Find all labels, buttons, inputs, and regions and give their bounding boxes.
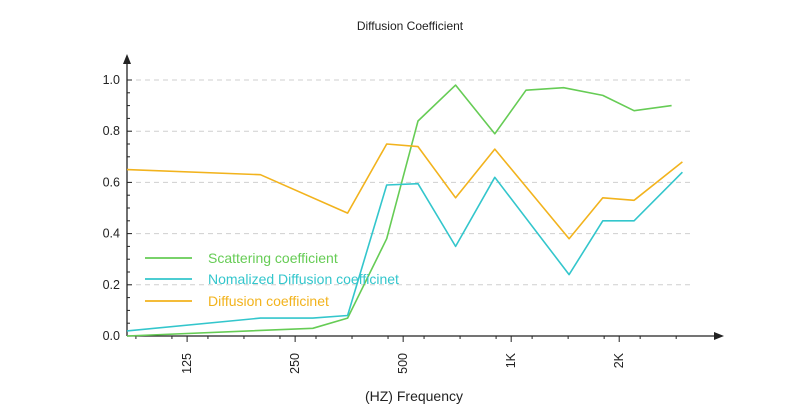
series-line-1 xyxy=(126,171,683,332)
x-tick-label: 500 xyxy=(396,353,410,374)
y-tick-label: 0.4 xyxy=(103,227,120,241)
y-tick-label: 0.6 xyxy=(103,175,120,189)
x-axis-label: (HZ) Frequency xyxy=(365,388,463,404)
y-ticks: 0.0 0.2 0.4 0.6 0.8 1.0 xyxy=(103,73,132,343)
x-tick-label: 125 xyxy=(180,353,194,374)
legend: Scattering coefficient Nomalized Diffusio… xyxy=(145,250,399,309)
x-axis-arrow-icon xyxy=(714,332,724,340)
series-line-2 xyxy=(126,143,683,240)
x-tick-label: 250 xyxy=(288,353,302,374)
y-tick-label: 1.0 xyxy=(103,73,120,87)
x-tick-label: 2K xyxy=(612,352,626,368)
legend-label: Scattering coefficient xyxy=(208,250,338,266)
axes xyxy=(123,54,724,340)
series xyxy=(126,84,683,337)
series-line-0 xyxy=(126,84,672,337)
x-ticks: 125 250 500 1K 2K xyxy=(135,336,677,374)
y-tick-label: 0.8 xyxy=(103,124,120,138)
legend-label: Nomalized Diffusion coefficinet xyxy=(208,271,399,287)
legend-label: Diffusion coefficinet xyxy=(208,293,329,309)
x-tick-label: 1K xyxy=(504,352,518,368)
y-tick-label: 0.0 xyxy=(103,329,120,343)
y-tick-label: 0.2 xyxy=(103,278,120,292)
grid xyxy=(127,79,690,286)
y-axis-arrow-icon xyxy=(123,54,131,64)
chart-title: Diffusion Coefficient xyxy=(357,19,464,33)
